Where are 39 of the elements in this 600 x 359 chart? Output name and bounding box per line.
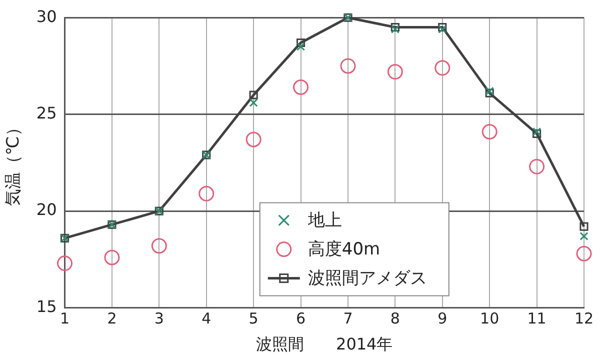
point (104, 250, 120, 266)
x-tick-label: 9 (438, 310, 448, 328)
x-tick-label: 12 (574, 310, 594, 328)
y-axis-title: 気温（℃） (4, 119, 24, 206)
legend-label: 高度40m (308, 240, 380, 260)
x-tick-label: 8 (390, 310, 400, 328)
x-tick-label: 1 (60, 310, 70, 328)
point (529, 158, 545, 174)
point (246, 132, 262, 148)
point (293, 80, 309, 95)
point (387, 64, 403, 80)
x-tick-label: 4 (202, 310, 212, 328)
point (198, 186, 214, 202)
point (249, 98, 258, 108)
x-tick-label: 2 (107, 310, 117, 328)
legend-label: 地上 (306, 210, 342, 231)
point (249, 90, 258, 100)
point (57, 256, 73, 272)
x-tick-label: 10 (480, 310, 500, 328)
x-tick-label: 6 (296, 310, 306, 328)
point (296, 38, 306, 48)
y-tick-label: 15 (36, 296, 57, 316)
point (151, 238, 167, 254)
point (434, 60, 450, 76)
x-tick-label: 5 (248, 310, 258, 328)
point (576, 246, 592, 262)
x-axis-title: 波照間 2014年 (256, 334, 393, 354)
legend-label: 波照間アメダス (308, 268, 427, 289)
point (580, 232, 588, 241)
point (580, 222, 588, 231)
x-tick-label: 3 (154, 310, 164, 328)
y-tick-label: 20 (36, 200, 57, 220)
y-tick-label: 25 (36, 103, 57, 122)
x-tick-label: 7 (343, 310, 353, 328)
point (340, 58, 356, 74)
x-tick-label: 11 (527, 310, 546, 328)
point (482, 124, 498, 140)
point (296, 42, 306, 51)
y-tick-label: 30 (36, 6, 57, 26)
